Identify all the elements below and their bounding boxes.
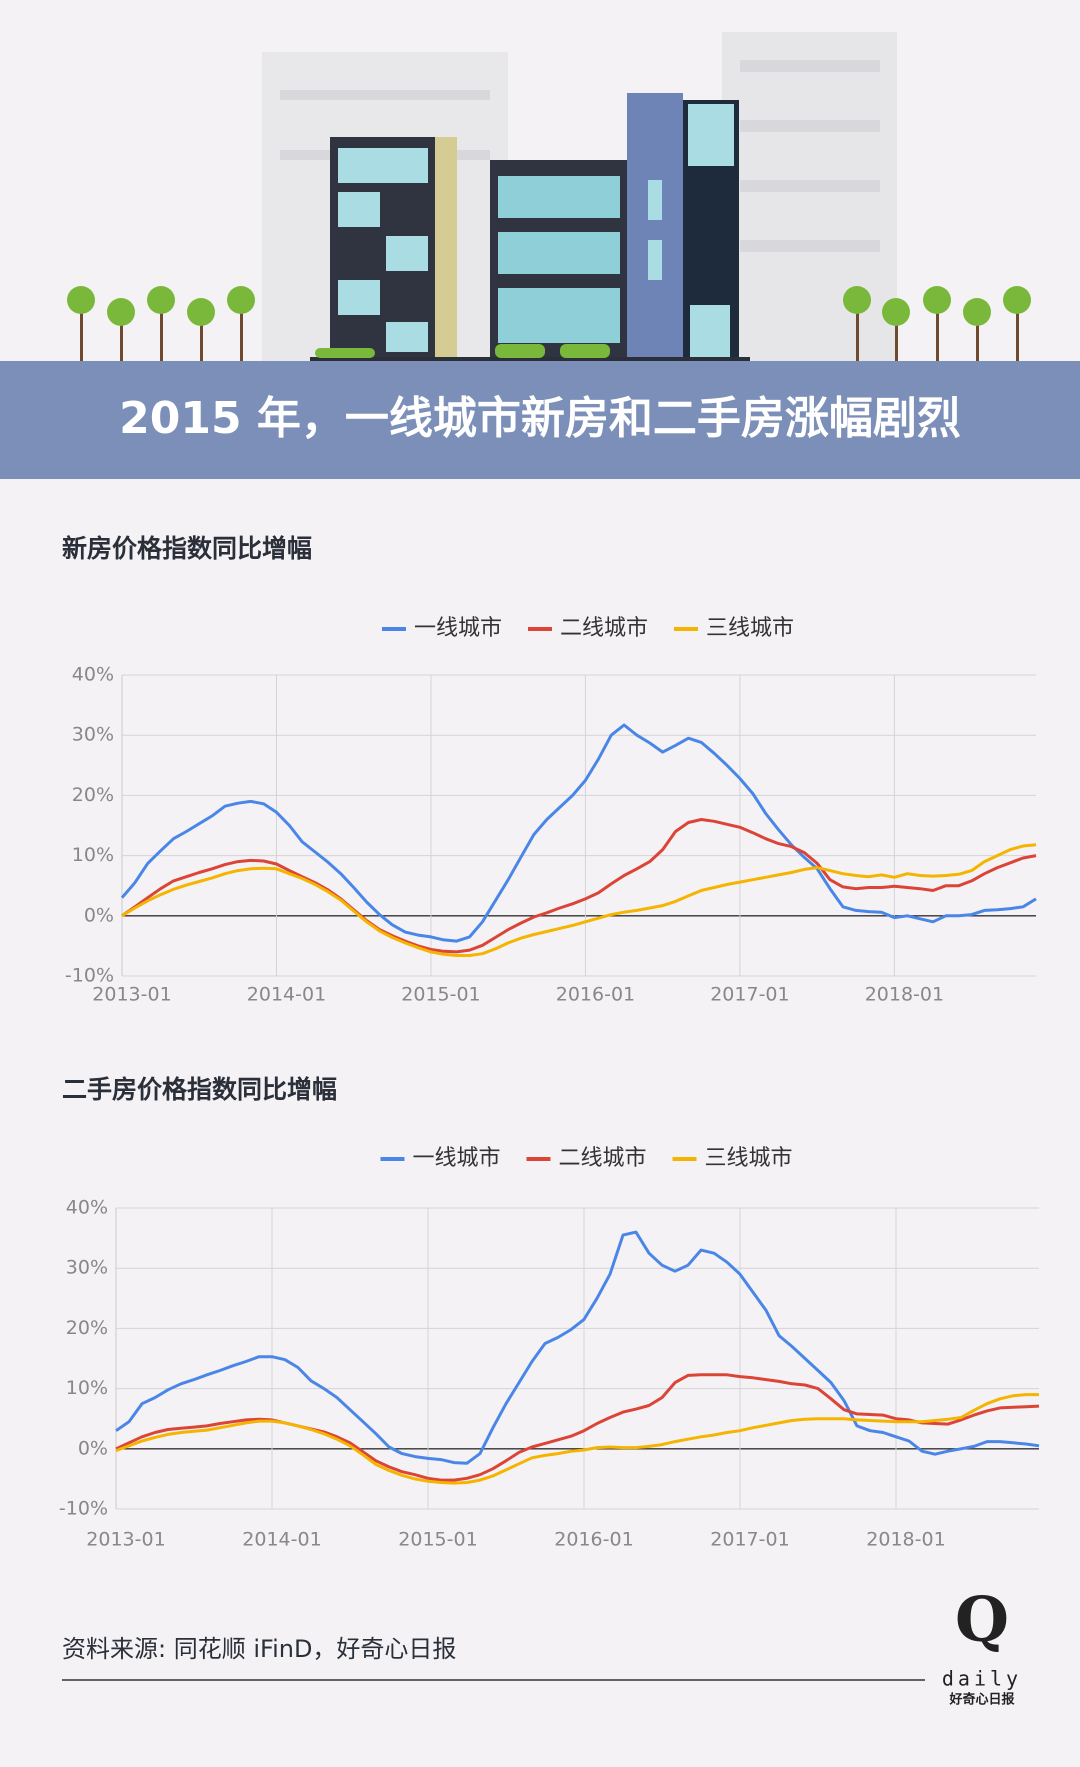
y-tick-label: 20% [66, 1317, 108, 1339]
illustration [67, 32, 1031, 363]
series-line [115, 1393, 1039, 1485]
y-tick-label: 40% [72, 664, 114, 686]
y-tick-label: -10% [59, 1498, 108, 1520]
x-tick-label: 2014-01 [242, 1529, 321, 1551]
x-tick-label: 2014-01 [247, 984, 326, 1006]
banner-title: 2015 年，一线城市新房和二手房涨幅剧烈 [119, 393, 961, 444]
legend-label: 二线城市 [558, 1146, 646, 1171]
legend-label: 三线城市 [706, 616, 794, 641]
x-tick-label: 2018-01 [866, 1529, 945, 1551]
x-tick-label: 2017-01 [710, 1529, 789, 1551]
series-line [121, 843, 1037, 957]
x-tick-label: 2016-01 [556, 984, 635, 1006]
x-tick-label: 2013-01 [92, 984, 171, 1006]
logo-mark: Q [955, 1583, 1009, 1656]
legend-label: 一线城市 [412, 1146, 500, 1171]
x-tick-label: 2013-01 [86, 1529, 165, 1551]
title-band [0, 361, 1080, 479]
source: 资料来源: 同花顺 iFinD，好奇心日报 [62, 1635, 456, 1663]
x-tick-label: 2015-01 [401, 984, 480, 1006]
legend-label: 一线城市 [414, 616, 502, 641]
series-line [115, 1230, 1040, 1465]
series-line [120, 723, 1037, 943]
legend-label: 三线城市 [705, 1146, 793, 1171]
y-tick-label: 20% [72, 784, 114, 806]
y-tick-label: 10% [66, 1377, 108, 1399]
chart-title: 新房价格指数同比增幅 [62, 534, 312, 563]
y-tick-label: 40% [66, 1197, 108, 1219]
x-tick-label: 2015-01 [398, 1529, 477, 1551]
y-tick-label: 0% [84, 904, 114, 926]
logo-tagline: 好奇心日报 [948, 1692, 1015, 1708]
x-tick-label: 2016-01 [554, 1529, 633, 1551]
chart-title: 二手房价格指数同比增幅 [62, 1075, 337, 1104]
logo-wordmark: daily [942, 1667, 1022, 1691]
x-tick-label: 2017-01 [710, 984, 789, 1006]
y-tick-label: 30% [72, 724, 114, 746]
x-tick-label: 2018-01 [865, 984, 944, 1006]
y-tick-label: -10% [65, 965, 114, 987]
y-tick-label: 0% [78, 1437, 108, 1459]
y-tick-label: 30% [66, 1257, 108, 1279]
series-line [121, 818, 1037, 954]
legend-label: 二线城市 [560, 616, 648, 641]
y-tick-label: 10% [72, 844, 114, 866]
